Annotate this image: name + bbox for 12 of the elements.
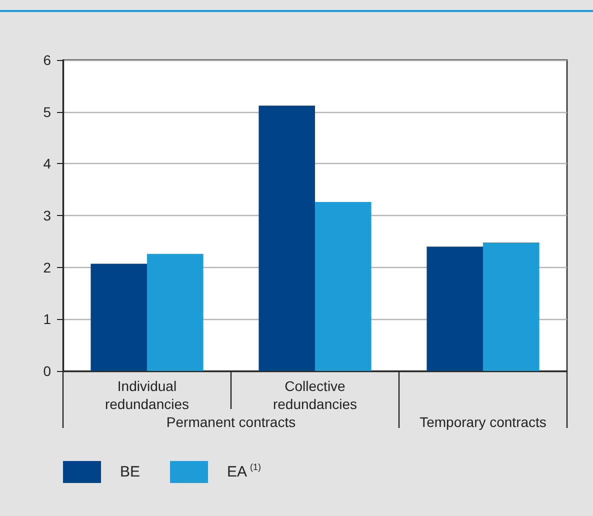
text: Permanent contracts: [166, 414, 296, 430]
x-tick-label: Collective redundancies: [272, 378, 358, 412]
y-tick-label: 5: [43, 104, 52, 120]
y-tick-label: 2: [43, 259, 52, 276]
y-tick-label: 6: [43, 52, 52, 68]
y-tick-label: 3: [43, 208, 52, 224]
legend-label: BE: [120, 464, 140, 480]
x-tick-label: Individual redundancies: [104, 378, 190, 412]
y-tick-label: 0: [43, 363, 52, 379]
y-tick-label: 1: [43, 311, 52, 328]
text: Temporary contracts: [420, 414, 546, 430]
y-tick-label: 4: [43, 156, 52, 172]
